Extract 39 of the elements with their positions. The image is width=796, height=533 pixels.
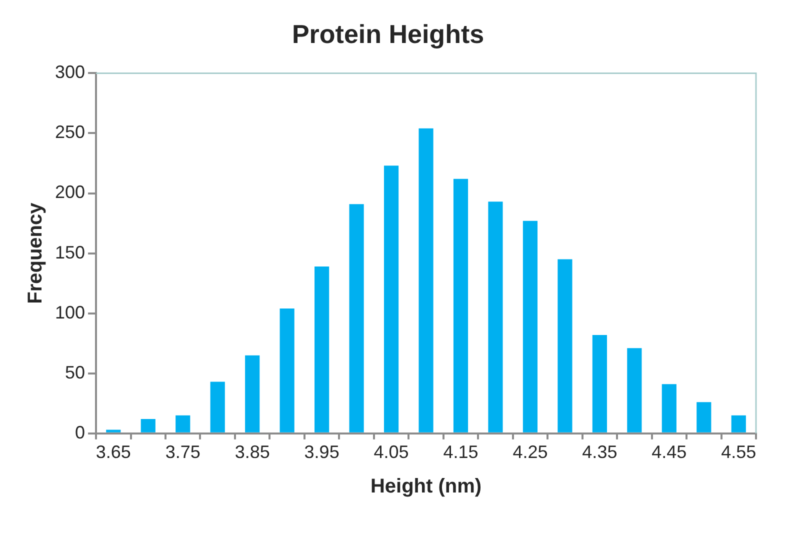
bar <box>245 355 260 432</box>
bar <box>314 266 330 432</box>
bar <box>696 402 712 432</box>
x-tick-label: 4.45 <box>652 442 687 462</box>
bar <box>106 430 121 432</box>
bar <box>280 308 294 432</box>
bar <box>558 259 572 432</box>
y-tick-label: 0 <box>75 422 86 442</box>
bar <box>627 348 642 432</box>
bar <box>453 178 468 432</box>
y-axis-title: Frequency <box>24 202 47 304</box>
x-tick-label: 3.85 <box>234 442 270 462</box>
y-tick-label: 250 <box>54 122 86 142</box>
bar <box>384 166 399 432</box>
bar <box>418 128 434 432</box>
x-tick-label: 3.65 <box>96 442 131 462</box>
bar <box>210 382 225 432</box>
x-tick-label: 4.55 <box>721 442 756 462</box>
x-tick-label: 3.95 <box>304 442 340 462</box>
bar <box>731 415 746 432</box>
y-tick-label: 50 <box>65 362 86 382</box>
y-tick-label: 300 <box>54 62 86 82</box>
bar <box>488 202 503 432</box>
bar <box>349 204 364 432</box>
bar <box>140 418 156 432</box>
bar <box>662 384 676 432</box>
bar <box>522 220 538 432</box>
x-tick-label: 4.15 <box>443 442 478 462</box>
y-tick-label: 150 <box>54 242 86 262</box>
chart-title: Protein Heights <box>292 18 484 49</box>
x-tick-label: 4.35 <box>582 442 618 462</box>
y-tick-label: 100 <box>54 302 86 322</box>
x-tick-label: 3.75 <box>165 442 200 462</box>
x-tick-label: 4.05 <box>374 442 409 462</box>
bar <box>176 415 190 432</box>
y-tick-label: 200 <box>54 182 86 202</box>
x-tick-label: 4.25 <box>512 442 548 462</box>
x-axis-title: Height (nm) <box>370 476 482 498</box>
bar <box>592 334 607 432</box>
